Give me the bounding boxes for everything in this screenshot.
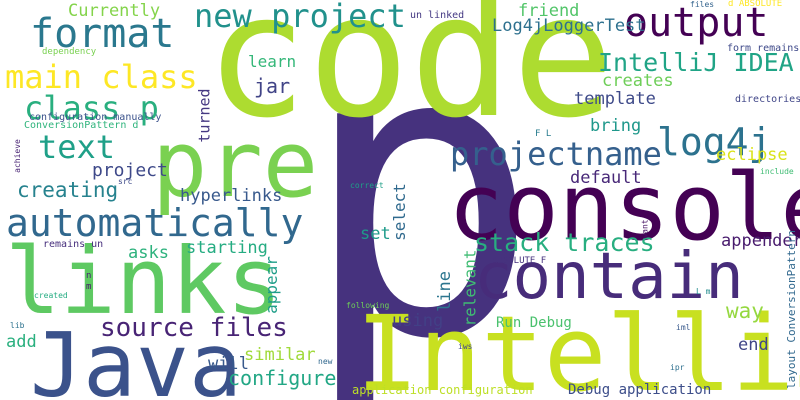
word-want: want (640, 219, 650, 239)
word-include: include (760, 167, 794, 176)
word-f-l: F L (535, 129, 552, 139)
word-select: select (389, 183, 409, 241)
word-projectname: projectname (450, 135, 662, 173)
word-contain: contain (474, 240, 744, 314)
word-m: m (86, 282, 92, 292)
word-intellij: IntelliJ (356, 293, 800, 400)
word-java: Java (30, 314, 242, 400)
word-configuration-manually: configuration manually (29, 112, 162, 123)
word-console: console (448, 154, 800, 261)
word-links: links (5, 228, 282, 335)
word-format: format (30, 11, 175, 57)
word-similar: similar (244, 345, 316, 365)
word-appear: appear (261, 256, 281, 314)
word-following: following (346, 301, 390, 310)
word-project: project (92, 160, 168, 181)
word-pre: pre (152, 111, 319, 218)
word-relevant: relevant (460, 249, 480, 327)
word-text: text (38, 128, 116, 166)
word-set: set (360, 224, 391, 244)
word-hyperlinks: hyperlinks (180, 186, 283, 206)
word-new: new (318, 357, 333, 366)
word-dependency: dependency (42, 47, 97, 57)
word-log4jloggertest: Log4jLoggerTest (492, 16, 646, 36)
word-directories: directories (735, 94, 800, 105)
word-un-linked: un linked (410, 10, 465, 21)
word-main-class: main class (5, 58, 198, 96)
word-learn: learn (248, 52, 297, 71)
word-files: files (690, 0, 715, 9)
word-asks: asks (128, 243, 169, 263)
word-correct: correct (350, 181, 384, 190)
word-run-debug: Run Debug (496, 315, 572, 331)
word-eclipse: eclipse (716, 145, 788, 165)
word-p: p (300, 0, 541, 400)
word-output: output (624, 0, 769, 46)
word-currently: Currently (68, 1, 161, 21)
word-add: add (6, 332, 37, 352)
word-src: src (118, 177, 133, 186)
word-template: template (574, 89, 656, 109)
word-intellij-idea: IntelliJ IDEA (598, 48, 794, 77)
word-using: using (392, 311, 444, 331)
word-automatically: automatically (6, 201, 304, 245)
word-turned: turned (195, 88, 214, 143)
word-appender: appender (721, 231, 800, 251)
word-stack-traces: stack traces (474, 228, 655, 257)
word-creates: creates (602, 71, 674, 91)
word-iml: iml (676, 323, 691, 332)
word-way: way (726, 299, 764, 323)
word-default: default (570, 168, 642, 188)
word-achieve: achieve (12, 139, 22, 173)
word-source-files: source files (100, 313, 288, 343)
word-iws: iws (458, 342, 473, 351)
word-class-p: class p (24, 89, 159, 127)
word-jar: jar (254, 74, 291, 98)
word-bring: bring (590, 116, 642, 136)
word-debug-application: Debug application (568, 382, 712, 398)
word-ipr: ipr (670, 363, 685, 372)
word-log4j: log4j (657, 120, 772, 164)
word-form-remains: form remains (727, 43, 800, 54)
word-layout-conversionpattern: layout ConversionPattern (784, 230, 798, 389)
word-created: created (34, 291, 68, 300)
word-application-configuration: application configuration (352, 383, 533, 397)
word-conversionpattern-d: ConversionPattern d (24, 120, 139, 131)
word-n: n (86, 271, 92, 281)
word-creating: creating (17, 178, 119, 202)
word-lib: lib (10, 321, 25, 330)
word-new-project: new project (194, 0, 406, 35)
word-starting: starting (186, 238, 268, 258)
word-end: end (738, 335, 769, 355)
word-line: line (434, 271, 455, 312)
word-d-absolute: d ABSOLUTE (728, 0, 783, 9)
word-remains-un: remains un (43, 239, 104, 250)
word-will: will (208, 354, 249, 374)
word-absolute-f: ABSOLUTE F (492, 256, 547, 266)
word-code: code (205, 0, 615, 156)
word-l-m: L m (696, 287, 711, 296)
word-friend: friend (518, 1, 580, 21)
word-configure: configure (228, 366, 337, 390)
